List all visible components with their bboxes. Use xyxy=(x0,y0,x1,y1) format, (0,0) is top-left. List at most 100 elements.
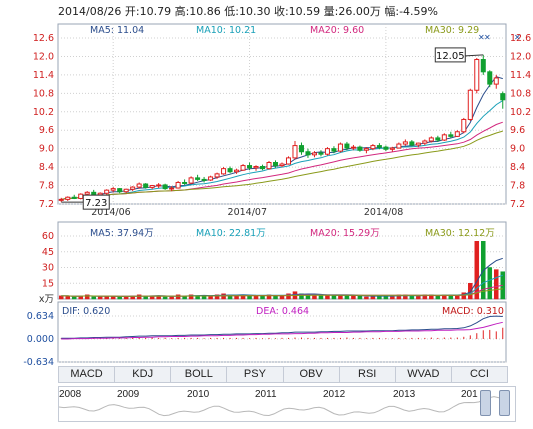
volume-bar xyxy=(188,294,194,300)
tab-macd[interactable]: MACD xyxy=(59,367,116,382)
volume-unit-label: x万 xyxy=(39,294,54,305)
candle-body xyxy=(247,165,253,169)
volume-y-tick: 15 xyxy=(42,278,54,289)
price-y-tick-right: 10.8 xyxy=(510,88,531,99)
macd-y-tick: 0.000 xyxy=(27,334,54,345)
tab-cci[interactable]: CCI xyxy=(469,368,489,380)
price-y-tick-right: 12.6 xyxy=(510,33,531,44)
volume-ma5-label: MA5: 37.94万 xyxy=(90,228,154,239)
price-x-tick: 2014/08 xyxy=(364,207,403,218)
price-ma5-label: MA5: 11.04 xyxy=(90,25,145,36)
volume-bar xyxy=(318,295,324,300)
volume-bar xyxy=(331,295,337,300)
volume-bar xyxy=(169,296,174,300)
candle-body xyxy=(441,134,447,141)
year-label: 201 xyxy=(461,389,478,400)
candle-body xyxy=(84,191,90,195)
candle-body xyxy=(117,188,123,193)
candle-body xyxy=(311,152,317,156)
candle-body xyxy=(136,183,142,188)
quote-header: 2014/08/26 开:10.79 高:10.86 低:10.30 收:10.… xyxy=(58,5,438,18)
candle-body xyxy=(454,131,460,137)
volume-bar xyxy=(493,269,499,300)
price-y-tick-left: 12.6 xyxy=(33,33,54,44)
tab-obv[interactable]: OBV xyxy=(284,367,340,382)
year-navigator[interactable]: 2008 2009 2010 2011 2012 2013 201 xyxy=(58,386,516,422)
tab-kdj[interactable]: KDJ xyxy=(115,367,172,382)
price-x-tick: 2014/06 xyxy=(91,207,130,218)
high-price-label: 12.05 xyxy=(436,51,465,62)
macd-dif-line xyxy=(61,315,503,339)
candle-body xyxy=(487,71,493,85)
volume-bar xyxy=(435,295,441,300)
candle-body xyxy=(65,196,71,200)
candle-body xyxy=(337,143,343,152)
volume-bar xyxy=(97,296,103,300)
expand-marker-icon: ✕ xyxy=(478,33,485,42)
candle-body xyxy=(214,173,220,178)
expand-marker-icon: ✕ xyxy=(484,33,491,42)
volume-ma30-line xyxy=(61,288,503,297)
candle-body xyxy=(305,151,311,156)
price-y-tick-right: 11.4 xyxy=(510,70,531,81)
macd-value-label: MACD: 0.310 xyxy=(442,306,504,317)
candle-body xyxy=(110,188,116,191)
candle-body xyxy=(272,162,279,167)
price-y-tick-right: 12.0 xyxy=(510,51,531,62)
volume-bar xyxy=(487,267,493,300)
candle-body xyxy=(350,146,356,149)
candle-body xyxy=(260,165,266,170)
candle-body xyxy=(162,184,168,190)
year-label: 2012 xyxy=(323,389,346,400)
low-price-label: 7.23 xyxy=(85,198,107,209)
candle-body xyxy=(376,145,382,148)
macd-panel-frame xyxy=(57,301,507,363)
candle-body xyxy=(480,59,486,73)
candle-body xyxy=(324,148,330,155)
candle-body xyxy=(169,187,175,190)
volume-bar xyxy=(91,296,96,300)
tab-rsi[interactable]: RSI xyxy=(340,367,396,382)
candle-body xyxy=(234,169,240,173)
candle-body xyxy=(91,191,97,196)
candle-body xyxy=(389,147,395,150)
candle-body xyxy=(402,141,408,145)
candle-body xyxy=(422,140,428,144)
macd-dea-label: DEA: 0.464 xyxy=(256,306,310,317)
candle-body xyxy=(58,198,64,201)
volume-bar xyxy=(416,295,421,300)
price-y-tick-right: 9.0 xyxy=(510,144,525,155)
volume-bar xyxy=(253,295,259,300)
candle-body xyxy=(396,143,402,149)
volume-bar xyxy=(71,296,77,300)
candle-body xyxy=(78,193,84,199)
tab-wvad[interactable]: WVAD xyxy=(396,367,452,382)
candle-body xyxy=(240,165,246,171)
macd-dea-line xyxy=(61,321,503,340)
candle-body xyxy=(123,188,129,193)
price-ma10-label: MA10: 10.21 xyxy=(196,25,257,36)
year-label: 2011 xyxy=(255,389,277,400)
price-y-tick-left: 9.6 xyxy=(39,125,54,136)
volume-bar xyxy=(123,296,129,300)
year-label: 2009 xyxy=(117,389,140,400)
volume-bar xyxy=(468,283,473,300)
navigator-right-handle[interactable] xyxy=(499,390,510,416)
candle-body xyxy=(493,77,499,85)
candle-body xyxy=(467,89,473,120)
candle-body xyxy=(266,162,272,170)
tab-boll[interactable]: BOLL xyxy=(171,367,228,382)
price-y-tick-left: 7.8 xyxy=(39,181,54,192)
candle-body xyxy=(298,145,304,153)
price-ma20-label: MA20: 9.60 xyxy=(310,25,365,36)
tab-psy[interactable]: PSY xyxy=(227,367,284,382)
volume-ma20-label: MA20: 15.29万 xyxy=(310,228,380,239)
volume-bar xyxy=(84,294,90,300)
volume-bar xyxy=(351,295,356,300)
navigator-left-handle[interactable] xyxy=(480,390,491,416)
low-box xyxy=(82,194,110,210)
price-y-tick-left: 10.8 xyxy=(33,88,54,99)
volume-bar xyxy=(162,296,168,300)
candle-body xyxy=(448,134,454,137)
